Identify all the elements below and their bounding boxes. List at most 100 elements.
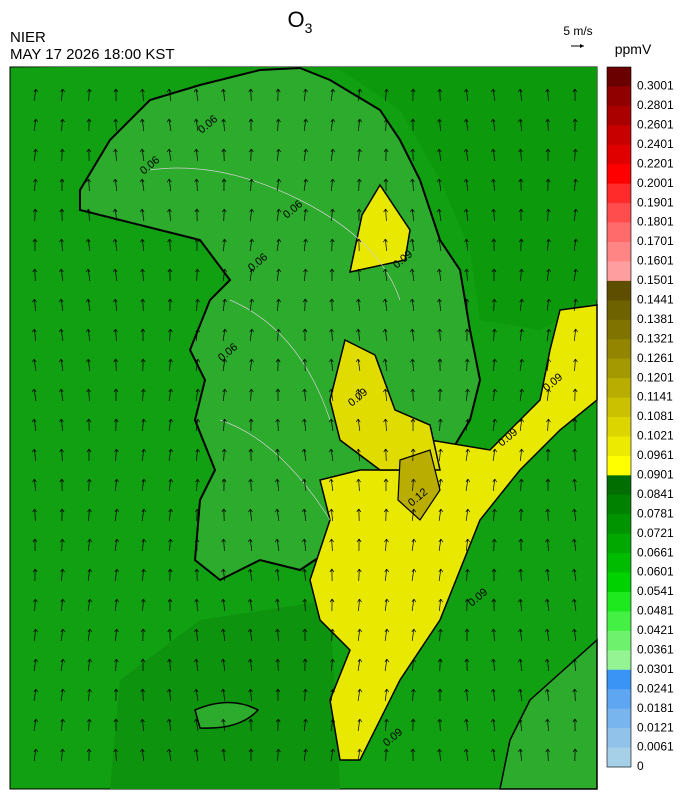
wind-arrow (573, 148, 578, 162)
wind-arrow (87, 658, 93, 671)
colorbar-label: 0.1381 (637, 312, 674, 326)
colorbar-swatch (607, 689, 631, 710)
wind-arrow (571, 598, 577, 611)
wind-arrow (87, 628, 93, 641)
wind-arrow (222, 268, 228, 281)
wind-arrow (60, 118, 65, 132)
wind-arrow (276, 208, 282, 221)
colorbar-swatch (607, 728, 631, 749)
wind-arrow (86, 148, 92, 162)
wind-arrow (60, 688, 66, 701)
wind-arrow (112, 238, 118, 251)
wind-arrow (545, 748, 550, 762)
title-main: O (288, 7, 305, 32)
wind-arrow (437, 88, 443, 102)
colorbar-swatch (607, 630, 631, 651)
wind-arrow (33, 88, 39, 101)
wind-arrow (519, 358, 525, 371)
colorbar-label: 0.2601 (637, 118, 674, 132)
wind-arrow (328, 388, 334, 401)
wind-arrow (329, 508, 334, 522)
wind-arrow (356, 538, 362, 552)
wind-arrow (436, 238, 442, 251)
wind-arrow (86, 748, 92, 762)
wind-arrow (221, 118, 226, 132)
wind-arrow (546, 418, 551, 432)
wind-arrow (302, 598, 307, 612)
wind-arrow (247, 598, 253, 611)
wind-arrow (517, 88, 523, 101)
wind-arrow (518, 748, 523, 762)
colorbar-swatch (607, 436, 631, 457)
wind-arrow (274, 478, 280, 491)
wind-arrow (60, 718, 66, 731)
wind-arrow (194, 568, 200, 582)
wind-arrow (167, 208, 172, 222)
colorbar-swatch (607, 300, 631, 321)
wind-arrow (464, 268, 469, 282)
wind-arrow (573, 178, 578, 192)
wind-arrow (518, 208, 524, 222)
colorbar-swatch (607, 222, 631, 243)
wind-arrow (410, 388, 415, 402)
wind-arrow (86, 448, 92, 462)
wind-arrow (303, 208, 309, 221)
wind-arrow (383, 448, 389, 462)
wind-arrow (355, 388, 361, 401)
wind-arrow (114, 478, 119, 492)
wind-arrow (114, 508, 120, 521)
wind-arrow (33, 148, 38, 161)
wind-arrow (249, 358, 254, 372)
wind-arrow (85, 328, 91, 341)
wind-arrow (356, 478, 361, 492)
wind-arrow (114, 538, 120, 551)
wind-arrow (384, 718, 389, 732)
wind-arrow (87, 478, 92, 492)
colorbar-label: 0.0781 (637, 506, 674, 520)
wind-arrow (491, 178, 496, 192)
wind-arrow (518, 598, 523, 612)
wind-arrow (573, 328, 578, 342)
wind-arrow (328, 448, 334, 461)
wind-arrow (275, 658, 280, 672)
wind-arrow (222, 238, 227, 252)
wind-arrow (59, 208, 65, 222)
wind-arrow (411, 478, 416, 492)
wind-arrow (463, 748, 469, 761)
wind-arrow (139, 238, 145, 251)
wind-arrow (573, 358, 578, 372)
wind-arrow (572, 118, 578, 132)
wind-arrow (275, 388, 281, 402)
wind-arrow (60, 598, 66, 611)
wind-arrow (194, 208, 200, 222)
colorbar-label: 0.0541 (637, 584, 674, 598)
wind-arrow (32, 268, 38, 282)
wind-arrow (193, 658, 199, 671)
wind-arrow (140, 88, 145, 102)
wind-arrow (438, 508, 444, 521)
wind-arrow (33, 598, 38, 612)
wind-arrow (167, 598, 173, 612)
wind-arrow (32, 538, 38, 552)
wind-arrow (220, 628, 226, 641)
wind-arrow (303, 688, 308, 702)
wind-arrow (140, 688, 145, 702)
wind-arrow (437, 718, 442, 732)
wind-arrow (60, 148, 65, 162)
wind-arrow (356, 238, 362, 252)
colorbar-swatch (607, 261, 631, 282)
wind-arrow (140, 718, 145, 732)
wind-arrow (383, 508, 389, 522)
wind-arrow (113, 688, 119, 702)
wind-arrow (167, 268, 173, 282)
colorbar-label: 0.0361 (637, 643, 674, 657)
wind-arrow (303, 238, 308, 252)
wind-arrow (302, 358, 308, 372)
wind-arrow (33, 748, 39, 761)
wind-arrow (302, 298, 308, 312)
island (194, 701, 260, 729)
colorbar-label: 0.2201 (637, 156, 674, 170)
wind-arrow (518, 238, 524, 252)
colorbar-unit: ppmV (615, 41, 652, 57)
title-subscript: 3 (305, 20, 313, 36)
